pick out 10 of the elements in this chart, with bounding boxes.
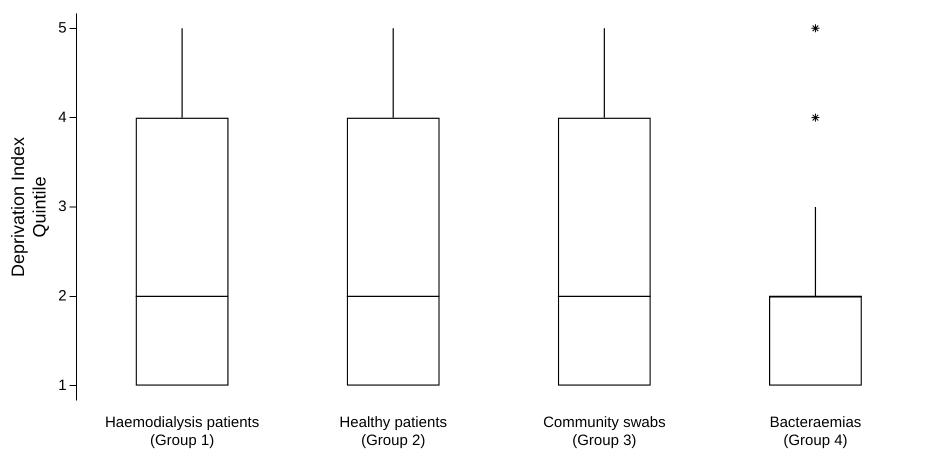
x-tick-label: Healthy patients (Group 2): [339, 414, 448, 450]
x-tick-label: Haemodialysis patients (Group 1): [104, 414, 260, 450]
x-tick-label: Community swabs (Group 3): [543, 414, 666, 450]
y-tick-label: 5: [58, 19, 67, 36]
y-tick-label: 2: [58, 287, 67, 304]
y-tick-label: 4: [58, 108, 67, 126]
y-axis-title: Deprivation Index Quintile: [8, 136, 50, 278]
y-tick-label: 3: [58, 198, 67, 216]
x-tick-label: Bacteraemias (Group 4): [770, 414, 862, 450]
y-tick-label: 1: [58, 376, 67, 394]
